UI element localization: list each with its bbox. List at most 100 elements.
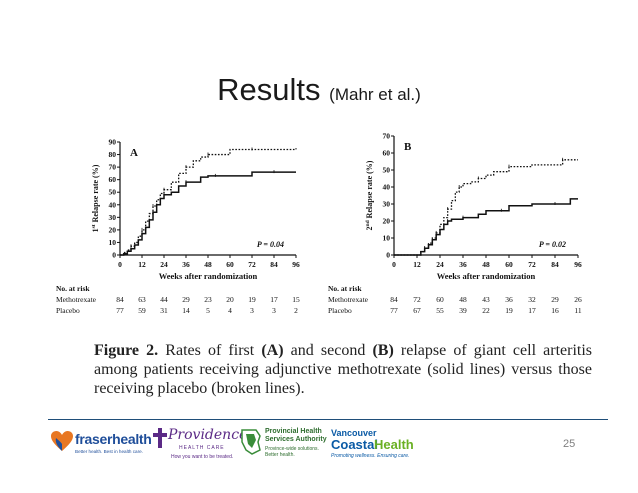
chart-a-x-tick-label: 84 [270,260,278,269]
chart-b-y-axis-label: 2nd Relapse rate (%) [365,160,374,230]
chart-a-series-placebo [120,148,297,256]
chart-a-y-tick-label: 60 [109,175,117,184]
chart-a-y-axis-label-sup: st [91,224,97,228]
chart-b-risk-value: 29 [551,295,559,304]
chart-b-x-axis-label: Weeks after randomization [437,271,536,281]
chart-b-risk-value: 36 [505,295,513,304]
providence-sub: HEALTH CARE [179,445,225,451]
chart-a-risk-value: 59 [138,306,146,315]
chart-panel-a: 0 10 20 30 40 50 60 70 80 90 0 12 24 36 48 60 72 84 96 Week… [48,132,318,322]
chart-a-risk-value: 5 [206,306,210,315]
caption-label-b: (B) [372,342,394,359]
chart-b-risk-value: 16 [551,306,559,315]
chart-a-panel-letter: A [130,147,138,159]
slide-title: Results (Mahr et al.) [0,72,638,108]
chart-b-y-tick-label: 10 [383,234,391,243]
chart-a-y-tick-label: 90 [109,138,117,147]
chart-b-y-axis-label-rest: Relapse rate (%) [365,160,374,220]
chart-b-x-tick-label: 12 [413,260,421,269]
chart-a-risk-title: No. at risk [56,284,90,293]
vch-logo: Vancouver Coastal Health Promoting welln… [331,428,421,462]
chart-a-risk-value: 84 [116,295,124,304]
chart-b-x-tick-label: 72 [528,260,536,269]
chart-a-risk-row-label: Placebo [56,306,80,315]
page-number: 25 [563,438,576,450]
chart-b-y-tick-label: 30 [383,200,391,209]
chart-a-y-tick-label: 50 [109,188,117,197]
chart-b-risk-value: 55 [436,306,444,315]
chart-b-risk-value: 48 [459,295,467,304]
chart-b-y-tick-label: 60 [383,149,391,158]
chart-a-risk-value: 3 [272,306,276,315]
figure-caption: Figure 2. Rates of first (A) and second … [94,341,592,398]
chart-b-risk-value: 17 [528,306,536,315]
chart-a-risk-value: 29 [182,295,190,304]
chart-b-y-tick-label: 50 [383,166,391,175]
chart-a-p-value: P = 0.04 [257,240,284,249]
phsa-line1: Provincial Health [265,428,322,435]
chart-b-y-tick-label: 20 [383,217,391,226]
chart-a-risk-value: 20 [226,295,234,304]
vch-line1: Vancouver [331,428,377,438]
vch-tagline: Promoting wellness. Ensuring care. [331,453,410,459]
phsa-province-map-icon [241,429,261,455]
chart-a-x-tick-label: 72 [248,260,256,269]
chart-a-risk-value: 2 [294,306,298,315]
chart-a-risk-value: 15 [292,295,300,304]
chart-b-x-tick-label: 36 [459,260,467,269]
chart-b-x-tick-label: 24 [436,260,444,269]
chart-b-x-tick-label: 84 [551,260,559,269]
chart-a-y-tick-label: 30 [109,213,117,222]
chart-b-x-tick-label: 48 [482,260,490,269]
providence-tagline: How you want to be treated. [171,454,234,460]
figure-label: Figure 2. [94,342,159,359]
footer-rule [48,419,608,420]
chart-a-risk-value: 77 [116,306,124,315]
chart-a-x-tick-label: 60 [226,260,234,269]
chart-b-risk-value: 67 [413,306,421,315]
fraserhealth-tagline: Better health. Best in health care. [75,449,143,454]
phsa-logo: Provincial Health Services Authority Pro… [240,426,327,462]
slide-title-main: Results [217,72,321,107]
chart-a-y-tick-label: 0 [112,251,116,260]
chart-b-series-methotrexate [394,198,578,256]
chart-b-risk-row-label: Methotrexate [328,295,369,304]
caption-text-1: Rates of first [158,342,262,359]
chart-b-risk-row-label: Placebo [328,306,352,315]
chart-b-risk-value: 72 [413,295,421,304]
chart-a-y-tick-label: 20 [109,225,117,234]
vch-coastal: Coastal [331,437,378,452]
phsa-line2: Services Authority [265,436,327,443]
chart-a-y-tick-label: 10 [109,238,117,247]
chart-b-risk-value: 19 [505,306,513,315]
chart-panel-b: 0 10 20 30 40 50 60 70 0 12 24 36 48 60 72 84 96 Weeks af… [322,128,592,322]
caption-text-2: and second [283,342,373,359]
chart-b-y-tick-label: 70 [383,132,391,141]
chart-a-x-axis-label: Weeks after randomization [159,271,258,281]
chart-a-risk-row-label: Methotrexate [56,295,97,304]
chart-a-risk-value: 44 [160,295,168,304]
chart-b-risk-value: 26 [574,295,582,304]
caption-label-a: (A) [261,342,284,359]
vch-health: Health [374,437,414,452]
chart-b-svg: 0 10 20 30 40 50 60 70 0 12 24 36 48 60 72 84 96 Weeks af… [328,132,582,316]
chart-a-x-tick-label: 24 [160,260,168,269]
chart-b-x-tick-label: 0 [392,260,396,269]
chart-b-x-tick-label: 96 [574,260,582,269]
chart-a-y-axis-label: 1st Relapse rate (%) [91,164,100,232]
chart-a-risk-value: 31 [160,306,168,315]
chart-a-risk-value: 19 [248,295,256,304]
chart-b-panel-letter: B [404,141,412,153]
chart-b-risk-value: 11 [574,306,581,315]
chart-a-x-tick-label: 12 [138,260,146,269]
slide-title-citation: (Mahr et al.) [329,85,421,104]
chart-b-y-axis-label-num: 2 [365,226,374,230]
phsa-tagline1: Province-wide solutions. [265,446,319,452]
chart-b-risk-value: 77 [390,306,398,315]
chart-a-risk-value: 14 [182,306,190,315]
chart-a-risk-value: 3 [250,306,254,315]
chart-a-risk-value: 23 [204,295,212,304]
providence-cross-icon [153,428,167,448]
fraserhealth-name: fraserhealth [75,431,152,447]
caption-text-3: relapse of giant cell arteritis among pa… [94,342,593,397]
